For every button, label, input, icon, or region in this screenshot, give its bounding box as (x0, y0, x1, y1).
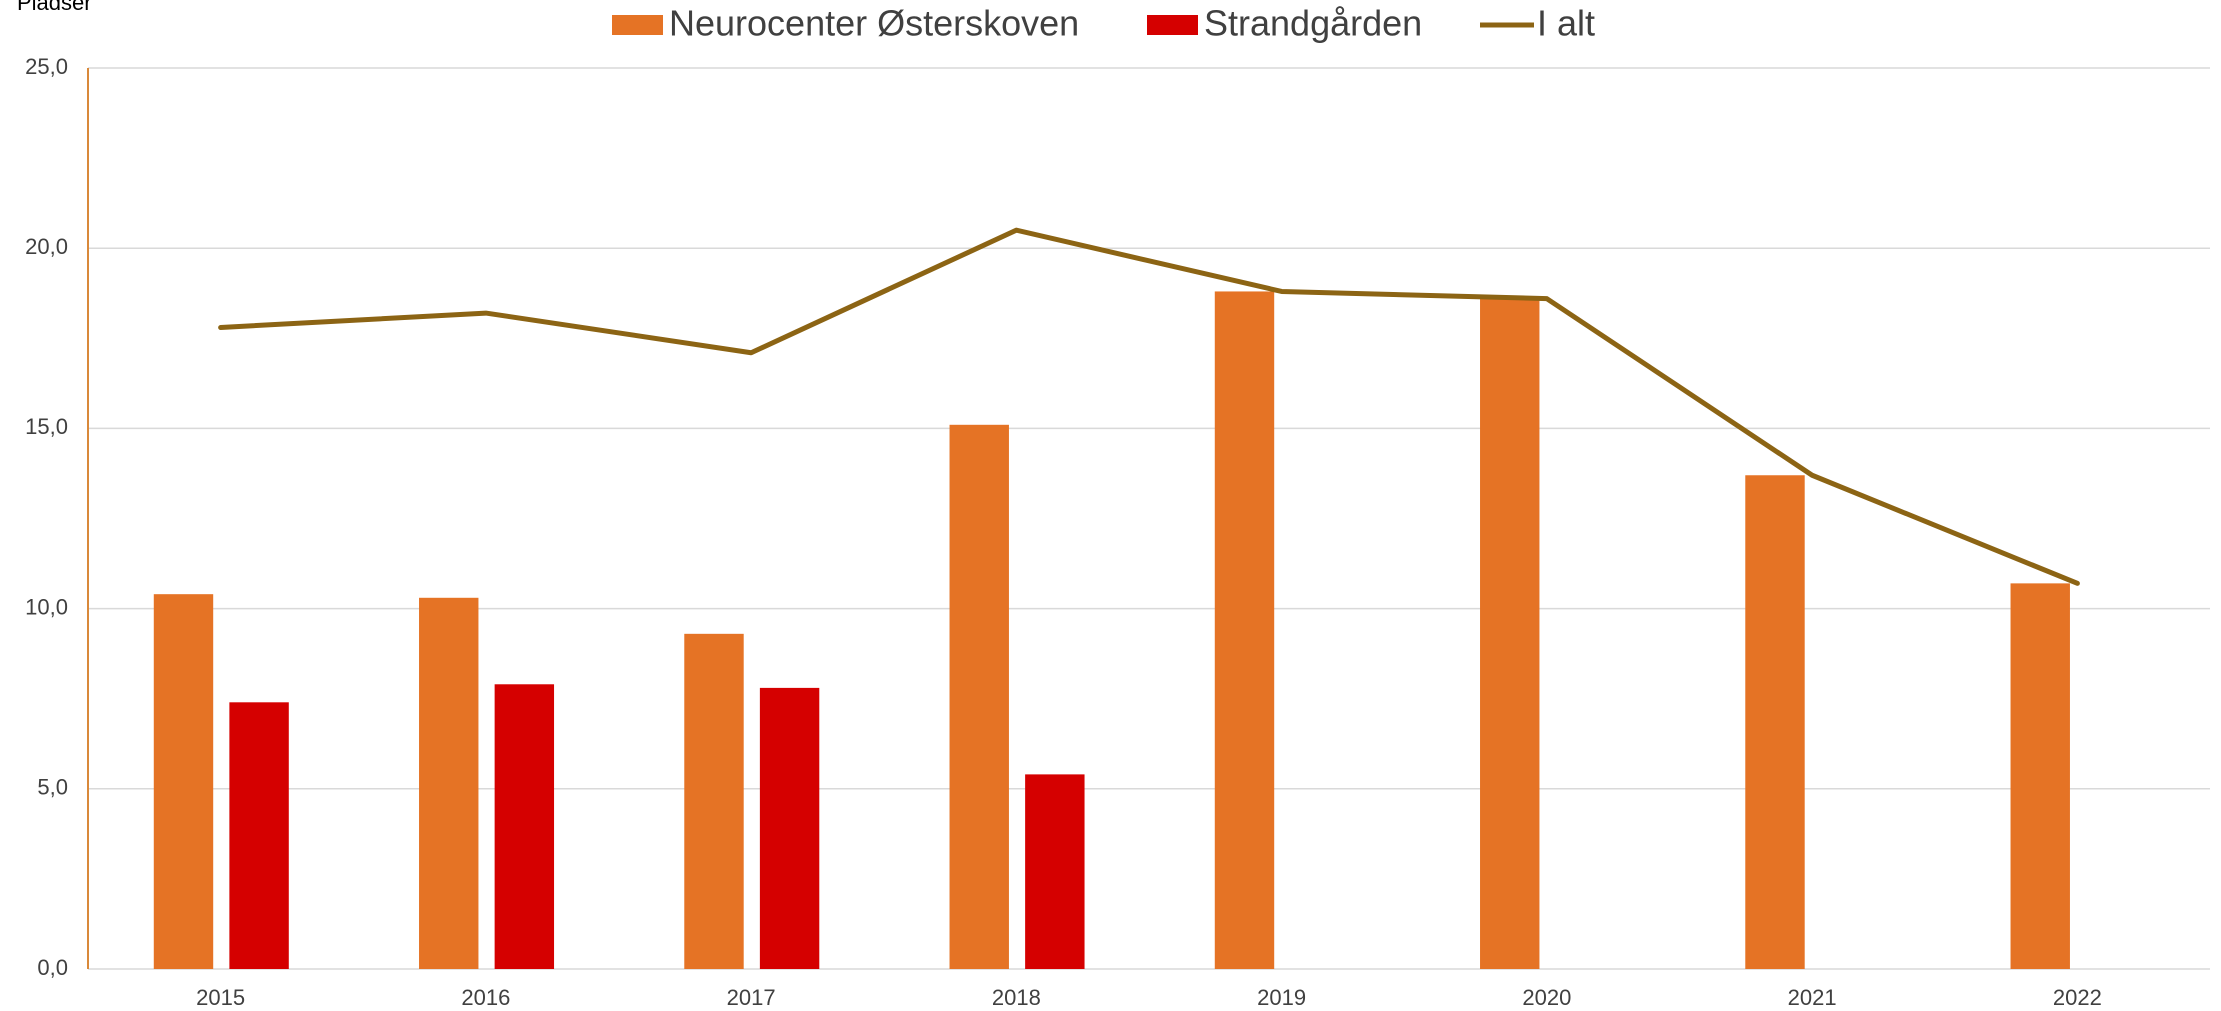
bar (949, 424, 1009, 969)
x-tick-label: 2018 (992, 985, 1041, 1010)
x-tick-label: 2020 (1522, 985, 1571, 1010)
y-tick-label: 10,0 (25, 594, 68, 619)
bar (1480, 298, 1540, 969)
legend-label: Neurocenter Østerskoven (669, 3, 1079, 44)
bar (1214, 291, 1275, 969)
bar (229, 702, 289, 969)
y-tick-label: 20,0 (25, 234, 68, 259)
y-tick-label: 5,0 (37, 775, 68, 800)
y-tick-label: 15,0 (25, 414, 68, 439)
legend-label: I alt (1537, 3, 1595, 44)
bar (759, 687, 820, 969)
x-tick-label: 2016 (461, 985, 510, 1010)
x-tick-label: 2021 (1788, 985, 1837, 1010)
bar (1745, 475, 1805, 969)
bar (2010, 583, 2070, 969)
bar (153, 594, 214, 969)
y-tick-label: 0,0 (37, 955, 68, 980)
x-tick-label: 2019 (1257, 985, 1306, 1010)
legend-swatch (612, 15, 663, 35)
y-tick-label: 25,0 (25, 54, 68, 79)
x-tick-label: 2015 (196, 985, 245, 1010)
y-axis-label: Pladser (17, 0, 92, 15)
x-tick-label: 2022 (2053, 985, 2102, 1010)
bar (419, 597, 479, 969)
bar (494, 684, 555, 969)
legend-swatch (1147, 15, 1198, 35)
bar (684, 633, 744, 969)
bar (1025, 774, 1085, 969)
legend-label: Strandgården (1204, 3, 1422, 44)
x-tick-label: 2017 (727, 985, 776, 1010)
line (218, 227, 2080, 586)
